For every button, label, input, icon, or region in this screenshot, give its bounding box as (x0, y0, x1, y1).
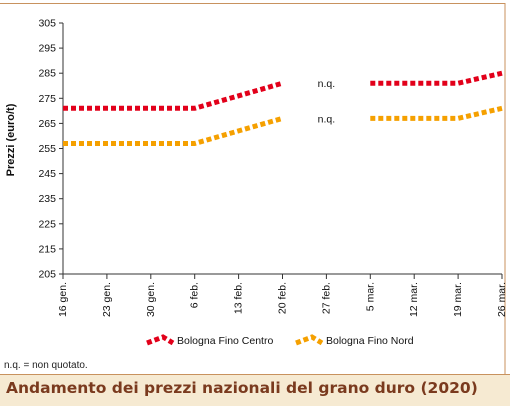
y-tick-label: 215 (38, 243, 56, 255)
chart-caption: Andamento dei prezzi nazionali del grano… (6, 379, 478, 397)
y-tick-label: 235 (38, 193, 56, 205)
price-chart: 205 215 225 235 245 255 265 275 285 295 305 16 gen… (0, 3, 508, 374)
x-tick-label: 30 gen. (145, 282, 157, 317)
y-tick-label: 305 (38, 18, 56, 30)
legend-label: Bologna Fino Centro (177, 335, 273, 347)
y-tick-label: 285 (38, 68, 56, 80)
legend-swatch (295, 334, 324, 346)
x-tick-label: 6 feb. (189, 282, 201, 308)
x-tick-label: 20 feb. (277, 282, 289, 314)
annotation-label: n.q. (318, 113, 336, 125)
x-tick-label: 13 feb. (233, 282, 245, 314)
series-line (370, 70, 503, 86)
y-tick-label: 275 (38, 93, 56, 105)
x-tick-label: 19 mar. (452, 282, 464, 317)
footnote: n.q. = non quotato. (4, 360, 88, 371)
y-axis-label: Prezzi (euro/t) (5, 103, 17, 176)
y-tick-label: 265 (38, 118, 56, 130)
y-tick-label: 295 (38, 43, 56, 55)
annotation-label: n.q. (318, 78, 336, 90)
series-line (63, 80, 284, 111)
title-bar: Andamento dei prezzi nazionali del grano… (0, 374, 510, 406)
y-tick-label: 205 (38, 269, 56, 281)
x-tick-label: 12 mar. (408, 282, 420, 317)
y-tick-label: 245 (38, 168, 56, 180)
series-line (63, 115, 284, 146)
legend-swatch (146, 334, 175, 346)
x-tick-label: 26 mar. (496, 282, 508, 317)
series-line (370, 105, 503, 121)
y-tick-label: 255 (38, 143, 56, 155)
x-tick-label: 16 gen. (57, 282, 69, 317)
chart-frame (0, 3, 506, 374)
legend-label: Bologna Fino Nord (326, 335, 414, 347)
x-tick-label: 27 feb. (320, 282, 332, 314)
x-tick-label: 5 mar. (364, 282, 376, 311)
x-tick-label: 23 gen. (101, 282, 113, 317)
y-tick-label: 225 (38, 218, 56, 230)
